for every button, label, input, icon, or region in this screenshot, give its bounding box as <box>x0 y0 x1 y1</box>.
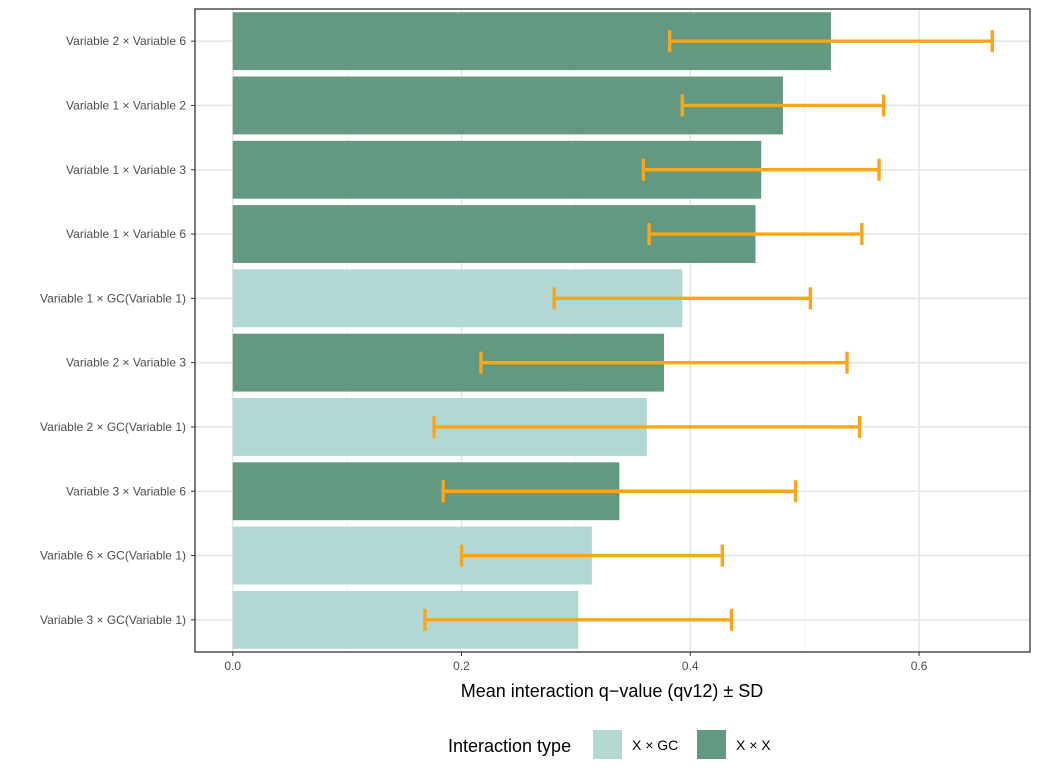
legend-label-x-gc: X × GC <box>632 737 678 753</box>
legend-key-x-x <box>697 730 726 759</box>
x-axis: 0.0 0.2 0.4 0.6 <box>224 652 928 673</box>
y-tick-label: Variable 6 × GC(Variable 1) <box>40 549 186 563</box>
error-bar <box>647 223 864 246</box>
y-tick-label: Variable 3 × GC(Variable 1) <box>40 613 186 627</box>
y-tick-label: Variable 3 × Variable 6 <box>66 484 186 498</box>
y-tick-label: Variable 1 × Variable 6 <box>66 227 186 241</box>
legend-title: Interaction type <box>448 736 571 756</box>
legend: Interaction type X × GC X × X <box>448 730 771 759</box>
error-bar <box>667 30 994 53</box>
x-tick-label: 0.4 <box>682 659 699 673</box>
error-bar <box>441 480 798 503</box>
legend-key-x-gc <box>593 730 622 759</box>
plot-border <box>194 8 1031 653</box>
error-bar <box>423 608 734 631</box>
error-bar <box>459 544 725 567</box>
x-axis-title: Mean interaction q−value (qv12) ± SD <box>461 681 764 701</box>
error-bar <box>432 415 862 438</box>
x-tick-label: 0.0 <box>224 659 241 673</box>
y-tick-label: Variable 2 × Variable 3 <box>66 356 186 370</box>
y-tick-label: Variable 1 × Variable 2 <box>66 98 186 112</box>
error-bar <box>641 158 881 181</box>
error-bar <box>479 351 849 374</box>
x-tick-label: 0.2 <box>453 659 470 673</box>
bars <box>232 12 831 649</box>
y-axis: Variable 2 × Variable 6 Variable 1 × Vari… <box>40 34 195 627</box>
legend-label-x-x: X × X <box>736 737 771 753</box>
y-tick-label: Variable 2 × Variable 6 <box>66 34 186 48</box>
error-bars <box>423 30 994 631</box>
y-tick-label: Variable 2 × GC(Variable 1) <box>40 420 186 434</box>
y-tick-label: Variable 1 × Variable 3 <box>66 163 186 177</box>
error-bar <box>552 287 813 310</box>
error-bar <box>680 94 886 117</box>
y-tick-label: Variable 1 × GC(Variable 1) <box>40 291 186 305</box>
x-tick-label: 0.6 <box>911 659 928 673</box>
